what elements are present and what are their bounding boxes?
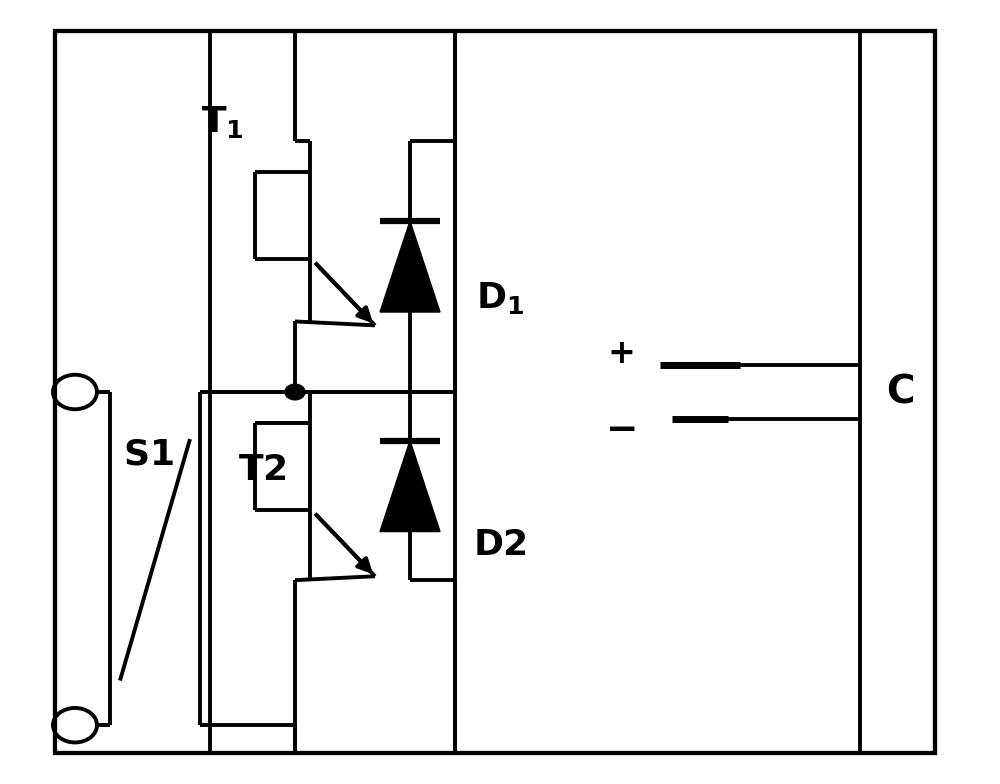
Text: $\mathbf{+}$: $\mathbf{+}$ [607,339,633,370]
Text: $\mathbf{S1}$: $\mathbf{S1}$ [123,437,173,472]
Text: $\mathbf{D_1}$: $\mathbf{D_1}$ [476,280,524,316]
Text: $\mathbf{C}$: $\mathbf{C}$ [886,373,914,411]
Polygon shape [380,441,440,532]
Text: $\mathbf{D2}$: $\mathbf{D2}$ [473,528,527,562]
Text: $\mathbf{-}$: $\mathbf{-}$ [605,411,635,448]
Text: $\mathbf{T_1}$: $\mathbf{T_1}$ [201,103,243,140]
Circle shape [285,384,305,400]
Text: $\mathbf{T2}$: $\mathbf{T2}$ [238,453,286,488]
Polygon shape [380,221,440,312]
Bar [55,31,935,753]
Bar [210,392,455,753]
Bar [210,31,455,392]
